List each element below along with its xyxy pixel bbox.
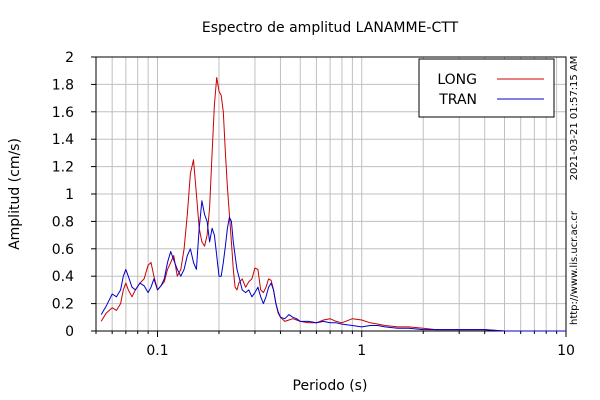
legend-box	[418, 58, 555, 118]
y-tick-label: 0.4	[52, 269, 74, 285]
y-tick-label: 1.4	[52, 132, 74, 148]
x-axis-label: Periodo (s)	[293, 378, 368, 394]
y-tick-label: 1.2	[52, 160, 74, 176]
grid-lines	[95, 57, 567, 331]
timestamp-label: 2021-03-21 01:57:15 AM	[569, 56, 580, 181]
series-line-tran	[100, 200, 566, 332]
source-url-label: http://www.lis.ucr.ac.cr	[569, 210, 580, 325]
x-tick-label: 10	[557, 343, 575, 359]
series-group	[100, 77, 566, 332]
y-tick-label: 1.6	[52, 105, 74, 121]
y-tick-label: 0.8	[52, 214, 74, 230]
y-tick-label: 0	[65, 324, 74, 340]
y-tick-label: 1.8	[52, 77, 74, 93]
y-tick-label: 1	[65, 187, 74, 203]
y-tick-label: 0.2	[52, 297, 74, 313]
chart-title: Espectro de amplitud LANAMME-CTT	[202, 20, 459, 36]
x-tick-label: 0.1	[146, 343, 168, 359]
y-tick-label: 0.6	[52, 242, 74, 258]
x-tick-labels: 0.1 1 10	[146, 343, 575, 359]
legend: LONG TRAN	[418, 58, 555, 118]
x-tick-label: 1	[357, 343, 366, 359]
y-tick-label: 2	[65, 50, 74, 66]
legend-label-tran: TRAN	[438, 92, 477, 108]
axis-ticks	[91, 56, 567, 337]
y-axis-label: Amplitud (cm/s)	[7, 138, 23, 250]
legend-label-long: LONG	[437, 72, 477, 88]
y-tick-labels: 0 0.2 0.4 0.6 0.8 1 1.2 1.4 1.6 1.8 2	[52, 50, 74, 340]
